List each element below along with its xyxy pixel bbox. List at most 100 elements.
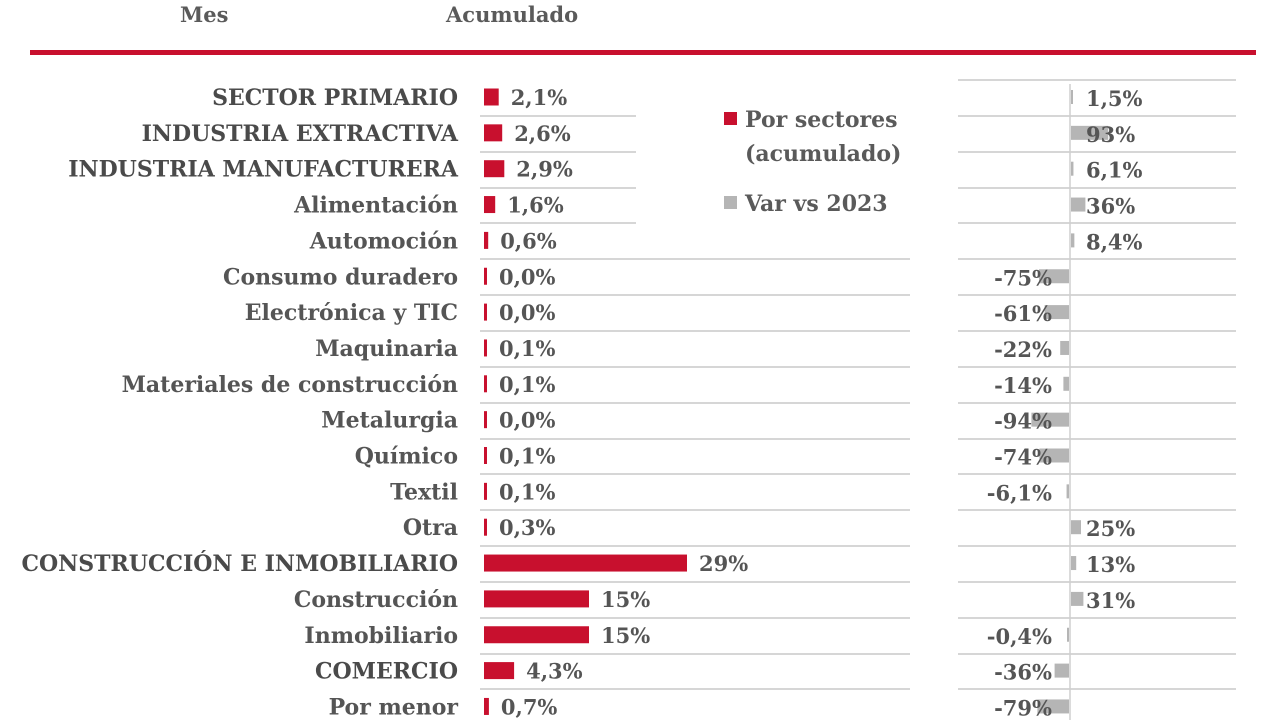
category-label: Materiales de construcción — [122, 372, 458, 398]
category-label: COMERCIO — [315, 659, 458, 685]
variation-value-label: 93% — [1086, 122, 1135, 147]
variation-bar — [1039, 448, 1069, 463]
variation-value-label: -0,4% — [987, 624, 1052, 649]
legend: Por sectores (acumulado) Var vs 2023 — [724, 103, 901, 221]
variation-value-label: 13% — [1086, 552, 1135, 577]
variation-bar — [1044, 305, 1069, 320]
category-label: Consumo duradero — [223, 264, 458, 290]
category-label: Electrónica y TIC — [245, 300, 458, 326]
sector-value-label: 0,0% — [499, 264, 556, 289]
sector-value-label: 0,0% — [499, 408, 556, 433]
sector-value-label: 2,9% — [516, 157, 573, 182]
variation-bar — [1071, 520, 1081, 535]
sector-value-label: 0,1% — [499, 479, 556, 504]
sector-value-label: 29% — [699, 551, 748, 576]
sector-bar — [484, 482, 487, 500]
sector-value-label: 0,1% — [499, 444, 556, 469]
variation-bar — [1071, 161, 1074, 176]
variation-value-label: 25% — [1086, 516, 1135, 541]
variation-value-label: -14% — [994, 373, 1052, 398]
variation-value-label: -6,1% — [987, 480, 1052, 505]
variation-bar — [1063, 376, 1069, 391]
sector-value-label: 1,6% — [507, 193, 564, 218]
sector-bar — [484, 626, 589, 644]
header-mes: Mes — [180, 2, 229, 27]
sector-bar — [484, 231, 489, 249]
variation-value-label: -74% — [994, 445, 1052, 470]
category-label: SECTOR PRIMARIO — [212, 85, 458, 111]
category-label: INDUSTRIA EXTRACTIVA — [142, 121, 459, 147]
category-label: Metalurgia — [321, 408, 458, 434]
sector-value-label: 2,6% — [514, 121, 571, 146]
sector-value-label: 0,7% — [501, 694, 558, 719]
sector-value-label: 0,3% — [499, 515, 556, 540]
sector-bar — [484, 88, 499, 106]
variation-bar — [1037, 699, 1069, 714]
variation-value-label: 36% — [1086, 194, 1135, 219]
sector-bar — [484, 411, 487, 429]
sector-value-label: 0,1% — [499, 336, 556, 361]
variation-bar — [1066, 484, 1069, 499]
sector-value-label: 4,3% — [526, 659, 583, 684]
category-label: Maquinaria — [315, 336, 458, 362]
legend-sectors-line2: (acumulado) — [745, 141, 902, 167]
variation-bar — [1067, 627, 1069, 642]
sector-bar — [484, 554, 687, 572]
sector-bar — [484, 267, 487, 285]
variation-bar — [1054, 663, 1069, 678]
variation-bar — [1071, 90, 1073, 104]
variation-value-label: 31% — [1086, 588, 1135, 613]
legend-swatch-sectors — [724, 112, 737, 125]
category-label: CONSTRUCCIÓN E INMOBILIARIO — [21, 550, 458, 577]
variation-value-label: 1,5% — [1086, 86, 1143, 111]
sector-bar — [484, 697, 489, 715]
category-label: Construcción — [294, 587, 458, 613]
legend-swatch-var — [724, 196, 737, 209]
variation-value-label: 8,4% — [1086, 229, 1143, 254]
sector-bar — [484, 339, 487, 357]
category-label: Otra — [403, 515, 458, 541]
category-label: Por menor — [329, 694, 459, 720]
sector-bar — [484, 124, 503, 142]
sector-bar — [484, 447, 487, 464]
variation-bar — [1071, 591, 1084, 606]
category-label: Inmobiliario — [304, 623, 458, 649]
sector-value-label: 15% — [601, 587, 650, 612]
variation-bar — [1039, 269, 1069, 284]
variation-bar — [1071, 233, 1075, 248]
sector-value-label: 0,0% — [499, 300, 556, 325]
sector-bar — [484, 375, 487, 393]
variation-bar — [1031, 412, 1069, 427]
header-acumulado: Acumulado — [446, 2, 579, 27]
sector-value-label: 0,1% — [499, 372, 556, 397]
variation-value-label: 6,1% — [1086, 158, 1143, 183]
category-label: Textil — [390, 479, 458, 505]
sector-value-label: 2,1% — [511, 85, 568, 110]
sector-bar — [484, 303, 487, 321]
header-rule — [30, 50, 1256, 55]
legend-item-sectors: Por sectores — [724, 103, 901, 137]
legend-var-label: Var vs 2023 — [745, 191, 888, 217]
sector-bar — [484, 518, 487, 536]
variation-bar — [1071, 197, 1086, 212]
sector-value-label: 15% — [601, 623, 650, 648]
variation-value-label: -22% — [994, 337, 1052, 362]
sector-bar — [484, 160, 505, 178]
category-label: Automoción — [309, 228, 458, 254]
sector-bar — [484, 590, 589, 608]
variation-bar — [1060, 340, 1069, 355]
variation-value-label: -61% — [994, 301, 1052, 326]
sector-bar — [484, 662, 515, 680]
variation-value-label: -75% — [994, 265, 1052, 290]
variation-bar — [1071, 125, 1109, 140]
variation-value-label: -36% — [994, 660, 1052, 685]
sector-bar — [484, 196, 496, 214]
sector-value-label: 0,6% — [500, 228, 557, 253]
category-label: Químico — [355, 444, 458, 470]
category-label: Alimentación — [293, 193, 458, 219]
category-label: INDUSTRIA MANUFACTURERA — [68, 157, 459, 183]
legend-sectors-line1: Por sectores — [745, 107, 898, 133]
variation-value-label: -79% — [994, 695, 1052, 720]
variation-bar — [1071, 556, 1077, 571]
